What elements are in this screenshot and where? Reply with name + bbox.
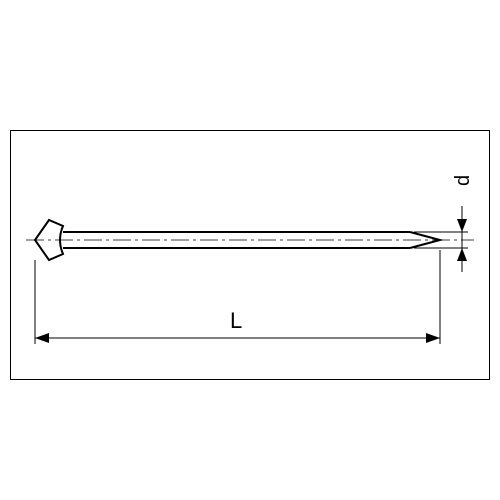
diagram-canvas: L d [0,0,500,500]
dim-L-label: L [230,308,242,334]
dim-L-arrow-left [35,333,49,343]
dim-d-arrow-top [457,219,467,232]
drawing-svg [0,0,500,500]
dim-d-label: d [452,175,475,186]
dim-L-arrow-right [426,333,440,343]
dim-d-arrow-bottom [457,248,467,261]
